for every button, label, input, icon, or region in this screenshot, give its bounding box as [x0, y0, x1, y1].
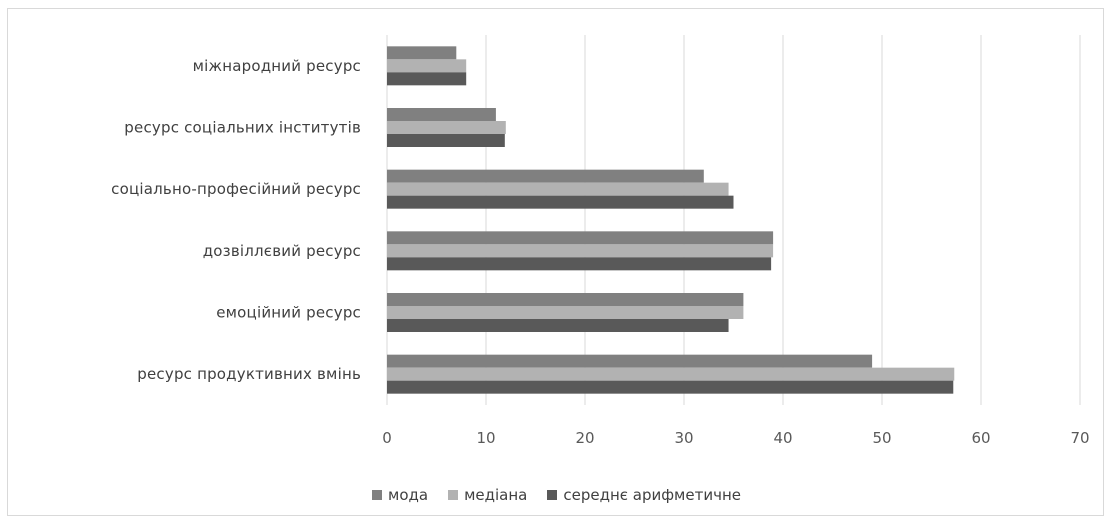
category-label: ресурс продуктивних вмінь [137, 365, 361, 383]
x-tick-label: 50 [872, 429, 891, 447]
bar [387, 121, 506, 134]
x-tick-label: 40 [773, 429, 792, 447]
category-label: дозвіллєвий ресурс [203, 242, 361, 260]
bar [387, 244, 774, 258]
bar [387, 108, 496, 121]
category-label: емоційний ресурс [216, 304, 361, 322]
category-label: міжнародний ресурс [193, 57, 361, 75]
bar [387, 257, 772, 271]
category-label: соціально-професійний ресурс [111, 180, 361, 198]
legend-swatch [547, 490, 558, 500]
x-tick-labels: 0 10 20 30 40 50 60 70 [382, 429, 1089, 447]
x-tick-label: 70 [1070, 429, 1089, 447]
bar [387, 293, 744, 306]
bar [387, 46, 457, 60]
x-tick-label: 60 [971, 429, 990, 447]
bar [387, 306, 744, 319]
legend-label: мода [388, 486, 429, 504]
x-tick-label: 20 [575, 429, 594, 447]
category-label: ресурс соціальних інститутів [124, 119, 361, 137]
bar [387, 319, 729, 332]
legend-swatch [448, 490, 459, 500]
category-labels: міжнародний ресурс ресурс соціальних інст… [111, 57, 361, 383]
x-tick-label: 10 [476, 429, 495, 447]
bar [387, 354, 873, 368]
legend-item: медіана [448, 486, 527, 504]
bar [387, 59, 467, 73]
bar [387, 367, 955, 381]
legend-swatch [372, 490, 383, 500]
gridlines [386, 35, 1081, 405]
legend-label: середнє арифметичне [563, 486, 741, 504]
x-tick-label: 30 [674, 429, 693, 447]
legend-item: середнє арифметичне [547, 486, 741, 504]
bars [387, 46, 955, 394]
bar [387, 182, 729, 196]
bar [387, 195, 734, 209]
legend-item: мода [372, 486, 428, 504]
legend: мода медіана середнє арифметичне [0, 484, 1113, 506]
bar [387, 134, 505, 147]
x-tick-label: 0 [382, 429, 392, 447]
legend-label: медіана [464, 486, 528, 504]
bar [387, 169, 704, 183]
bar [387, 380, 954, 394]
bar [387, 72, 467, 86]
bar [387, 231, 774, 245]
